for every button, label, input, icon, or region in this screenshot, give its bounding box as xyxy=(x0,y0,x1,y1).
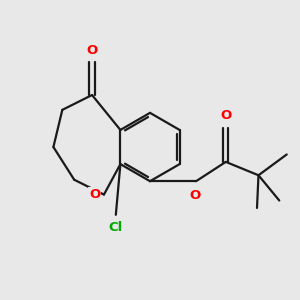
Text: O: O xyxy=(86,44,98,57)
Text: O: O xyxy=(189,189,200,202)
Text: Cl: Cl xyxy=(109,221,123,234)
Text: O: O xyxy=(89,188,100,201)
Text: O: O xyxy=(220,110,231,122)
